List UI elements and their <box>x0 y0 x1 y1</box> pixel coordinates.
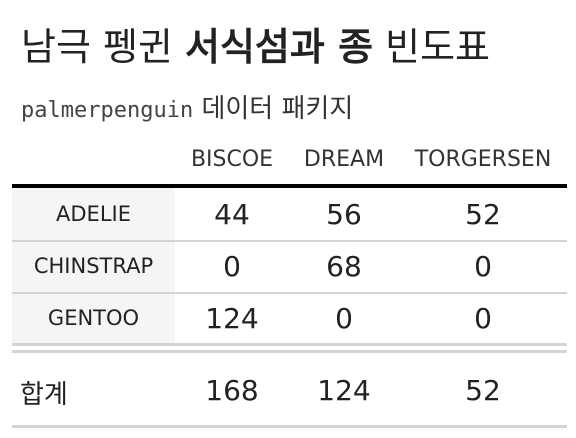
column-header-torgersen: TORGERSEN <box>414 147 552 172</box>
row-divider <box>12 292 567 294</box>
title-plain: 남극 펭귄 <box>21 25 185 69</box>
table-subtitle: palmerpenguin 데이터 패키지 <box>21 92 353 128</box>
table-cell: 68 <box>326 250 362 283</box>
header-rule <box>12 184 567 188</box>
subtitle-rest: 데이터 패키지 <box>193 94 354 124</box>
summary-rule-bottom <box>12 350 567 353</box>
row-divider <box>12 240 567 242</box>
table-cell: 0 <box>223 250 241 283</box>
row-label-chinstrap: CHINSTRAP <box>33 254 154 278</box>
summary-cell: 168 <box>205 374 259 407</box>
table-cell: 124 <box>205 302 259 335</box>
stub-background <box>12 294 175 343</box>
column-header-biscoe: BISCOE <box>190 147 274 172</box>
frequency-table: BISCOE DREAM TORGERSEN ADELIE 44 56 52 C… <box>12 0 567 438</box>
row-label-adelie: ADELIE <box>56 202 131 226</box>
table-cell: 0 <box>474 302 492 335</box>
summary-cell: 52 <box>465 374 501 407</box>
stub-background <box>12 188 175 240</box>
title-bold: 서식섬과 종 <box>185 25 374 69</box>
column-header-dream: DREAM <box>303 147 385 172</box>
table-cell: 0 <box>335 302 353 335</box>
subtitle-package-name: palmerpenguin <box>21 98 194 123</box>
stub-background <box>12 242 175 292</box>
title-rest: 빈도표 <box>373 25 490 69</box>
table-title: 남극 펭귄 서식섬과 종 빈도표 <box>21 22 490 72</box>
summary-cell: 124 <box>317 374 371 407</box>
summary-rule-top <box>12 343 567 346</box>
table-cell: 56 <box>326 198 362 231</box>
summary-label: 합계 <box>20 380 68 410</box>
row-label-gentoo: GENTOO <box>47 306 140 330</box>
table-cell: 0 <box>474 250 492 283</box>
table-cell: 52 <box>465 198 501 231</box>
table-bottom-rule <box>12 425 567 428</box>
table-cell: 44 <box>214 198 250 231</box>
